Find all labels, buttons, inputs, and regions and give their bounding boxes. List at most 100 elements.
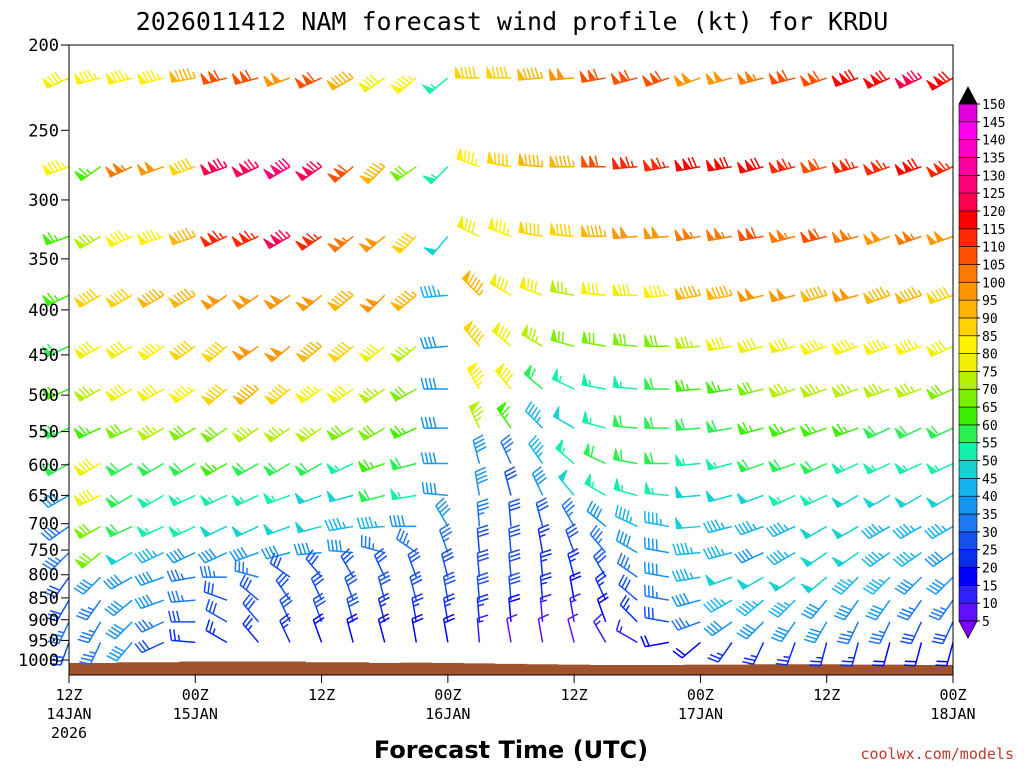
colorbar-label: 145 <box>982 116 1005 131</box>
wind-barb <box>42 159 70 176</box>
wind-barb <box>295 521 322 534</box>
wind-barb <box>377 613 390 643</box>
wind-barb <box>768 459 796 473</box>
wind-barb <box>489 273 512 296</box>
wind-barb <box>231 69 259 85</box>
wind-barb <box>768 494 796 507</box>
wind-barb <box>800 285 828 303</box>
wind-barb <box>457 216 480 238</box>
wind-barb <box>799 423 827 437</box>
wind-barb <box>569 593 581 622</box>
wind-barb <box>705 156 733 172</box>
wind-barb <box>79 642 102 665</box>
wind-barb <box>275 571 291 601</box>
wind-barb <box>644 482 669 497</box>
wind-barb <box>420 377 448 390</box>
colorbar-label: 35 <box>982 508 998 523</box>
wind-barb <box>672 641 701 659</box>
wind-barb <box>168 385 196 404</box>
wind-barb <box>840 642 860 667</box>
wind-barb <box>73 341 101 359</box>
wind-barb <box>926 231 954 246</box>
wind-barb <box>442 613 456 643</box>
wind-barb <box>742 642 765 665</box>
wind-barb <box>799 494 828 507</box>
wind-barb <box>390 488 417 501</box>
wind-barb <box>705 336 733 352</box>
colorbar-label: 55 <box>982 437 998 452</box>
wind-barb <box>295 232 323 251</box>
wind-barb <box>474 466 489 496</box>
wind-barb <box>326 71 354 91</box>
wind-barb <box>928 599 954 621</box>
colorbar-label: 120 <box>982 205 1005 220</box>
colorbar-label: 15 <box>982 579 998 594</box>
wind-barb <box>73 489 101 507</box>
colorbar-cell <box>958 585 978 604</box>
colorbar: 5 10 15 20 25 30 35 40 45 50 55 60 65 70 75 80 85 90 95 100… <box>958 86 1005 639</box>
y-tick-label: 950 <box>28 631 59 651</box>
wind-barb <box>612 284 638 297</box>
colorbar-cell <box>958 567 978 586</box>
wind-barb <box>736 576 764 590</box>
wind-barb <box>74 166 102 182</box>
wind-barb <box>581 155 606 168</box>
wind-barb <box>900 621 923 645</box>
colorbar-label: 40 <box>982 490 998 505</box>
wind-barb <box>703 597 733 613</box>
wind-barb <box>389 457 417 471</box>
wind-barb <box>294 492 322 505</box>
colorbar-cell <box>958 121 978 140</box>
wind-barb <box>705 490 733 503</box>
wind-barb <box>552 406 575 429</box>
wind-barb <box>166 548 196 564</box>
wind-barb <box>466 362 485 390</box>
wind-barb <box>518 221 543 238</box>
wind-barb <box>389 515 417 528</box>
wind-barb <box>593 613 607 643</box>
colorbar-cell <box>958 281 978 301</box>
wind-barb <box>326 490 354 503</box>
wind-barb <box>231 230 259 248</box>
wind-barb <box>73 576 102 595</box>
wind-barb <box>644 335 669 348</box>
wind-barb <box>73 386 101 402</box>
wind-barb <box>594 570 607 601</box>
wind-barb <box>232 345 259 361</box>
wind-barb <box>407 547 421 578</box>
wind-barb <box>831 229 859 244</box>
wind-barb <box>519 276 543 296</box>
wind-barb <box>615 529 638 554</box>
wind-barb <box>892 551 922 568</box>
colorbar-cell <box>958 460 978 479</box>
wind-barb <box>799 383 827 398</box>
wind-barb <box>770 621 796 643</box>
y-tick-label: 550 <box>28 423 59 443</box>
colorbar-label: 90 <box>982 312 998 327</box>
wind-barb <box>231 159 260 178</box>
wind-barb <box>340 548 354 578</box>
wind-barb <box>581 331 606 348</box>
wind-barb <box>521 324 543 347</box>
wind-barb <box>800 576 828 594</box>
wind-barb <box>231 462 259 477</box>
wind-barb <box>644 452 669 465</box>
wind-barb <box>74 69 101 85</box>
wind-barb <box>263 157 291 180</box>
wind-barb <box>504 466 518 496</box>
wind-barb <box>674 285 702 301</box>
wind-barb <box>863 383 891 398</box>
wind-barb <box>737 288 764 303</box>
wind-barb <box>168 494 196 507</box>
wind-barb <box>831 69 859 87</box>
wind-barb <box>40 525 70 541</box>
wind-barb <box>549 223 575 238</box>
wind-barb <box>358 489 385 503</box>
wind-barb <box>438 523 453 553</box>
colorbar-cell <box>958 103 978 123</box>
wind-barb <box>518 153 544 168</box>
wind-barb <box>476 572 490 601</box>
wind-barb <box>643 226 669 240</box>
wind-barb <box>136 494 165 509</box>
colorbar-label: 95 <box>982 294 998 309</box>
